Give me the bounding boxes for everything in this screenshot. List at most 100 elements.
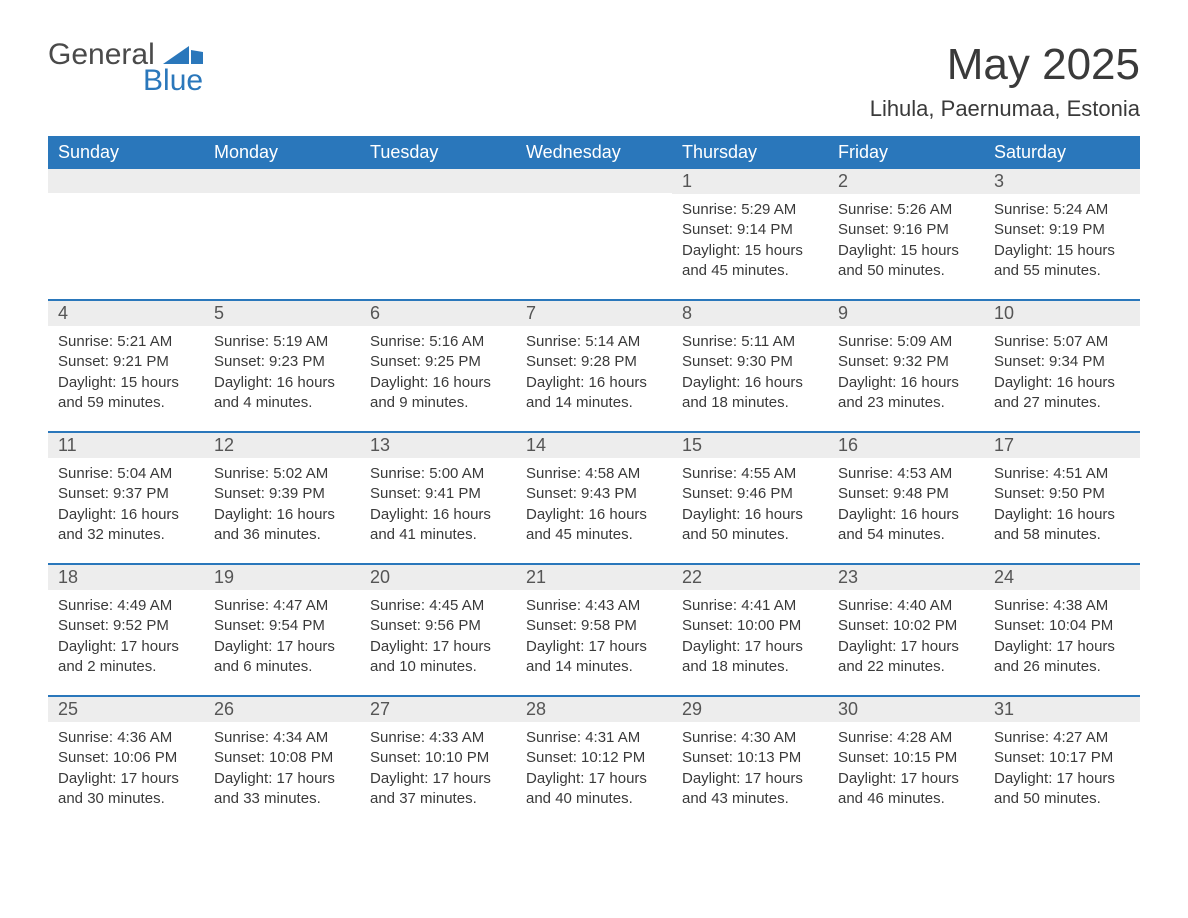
calendar-cell: 8Sunrise: 5:11 AMSunset: 9:30 PMDaylight…: [672, 301, 828, 431]
sunrise-text: Sunrise: 4:33 AM: [370, 728, 506, 748]
sunset-text: Sunset: 10:00 PM: [682, 616, 818, 636]
sunset-text: Sunset: 9:41 PM: [370, 484, 506, 504]
day-detail: Sunrise: 4:51 AMSunset: 9:50 PMDaylight:…: [994, 464, 1130, 545]
daylight-text: Daylight: 17 hours and 43 minutes.: [682, 769, 818, 810]
calendar-cell: 9Sunrise: 5:09 AMSunset: 9:32 PMDaylight…: [828, 301, 984, 431]
daylight-text: Daylight: 17 hours and 33 minutes.: [214, 769, 350, 810]
logo: General Blue: [48, 40, 203, 96]
calendar-cell: 7Sunrise: 5:14 AMSunset: 9:28 PMDaylight…: [516, 301, 672, 431]
day-detail: Sunrise: 4:55 AMSunset: 9:46 PMDaylight:…: [682, 464, 818, 545]
day-header-row: Sunday Monday Tuesday Wednesday Thursday…: [48, 136, 1140, 169]
day-header: Tuesday: [360, 136, 516, 169]
day-number: 25: [48, 697, 204, 722]
weeks-container: 1Sunrise: 5:29 AMSunset: 9:14 PMDaylight…: [48, 169, 1140, 827]
sunrise-text: Sunrise: 4:40 AM: [838, 596, 974, 616]
day-detail: Sunrise: 4:45 AMSunset: 9:56 PMDaylight:…: [370, 596, 506, 677]
sunset-text: Sunset: 9:30 PM: [682, 352, 818, 372]
sunrise-text: Sunrise: 5:04 AM: [58, 464, 194, 484]
sunset-text: Sunset: 9:46 PM: [682, 484, 818, 504]
calendar-cell: 6Sunrise: 5:16 AMSunset: 9:25 PMDaylight…: [360, 301, 516, 431]
day-detail: Sunrise: 5:19 AMSunset: 9:23 PMDaylight:…: [214, 332, 350, 413]
title-block: May 2025 Lihula, Paernumaa, Estonia: [870, 40, 1140, 122]
sunrise-text: Sunrise: 5:29 AM: [682, 200, 818, 220]
daylight-text: Daylight: 16 hours and 45 minutes.: [526, 505, 662, 546]
daylight-text: Daylight: 15 hours and 50 minutes.: [838, 241, 974, 282]
sunset-text: Sunset: 9:43 PM: [526, 484, 662, 504]
daylight-text: Daylight: 17 hours and 40 minutes.: [526, 769, 662, 810]
sunrise-text: Sunrise: 5:19 AM: [214, 332, 350, 352]
sunrise-text: Sunrise: 5:21 AM: [58, 332, 194, 352]
sunrise-text: Sunrise: 5:16 AM: [370, 332, 506, 352]
day-number: 10: [984, 301, 1140, 326]
day-detail: Sunrise: 4:38 AMSunset: 10:04 PMDaylight…: [994, 596, 1130, 677]
day-header: Wednesday: [516, 136, 672, 169]
sunrise-text: Sunrise: 4:51 AM: [994, 464, 1130, 484]
sunrise-text: Sunrise: 4:30 AM: [682, 728, 818, 748]
day-number: 9: [828, 301, 984, 326]
sunset-text: Sunset: 9:37 PM: [58, 484, 194, 504]
day-number: 30: [828, 697, 984, 722]
day-number: 11: [48, 433, 204, 458]
calendar-cell: [516, 169, 672, 299]
day-number: [516, 169, 672, 193]
sunset-text: Sunset: 10:17 PM: [994, 748, 1130, 768]
day-number: 15: [672, 433, 828, 458]
sunset-text: Sunset: 9:54 PM: [214, 616, 350, 636]
day-detail: Sunrise: 4:47 AMSunset: 9:54 PMDaylight:…: [214, 596, 350, 677]
sunrise-text: Sunrise: 5:02 AM: [214, 464, 350, 484]
day-detail: Sunrise: 4:28 AMSunset: 10:15 PMDaylight…: [838, 728, 974, 809]
day-detail: Sunrise: 5:14 AMSunset: 9:28 PMDaylight:…: [526, 332, 662, 413]
sunrise-text: Sunrise: 5:11 AM: [682, 332, 818, 352]
day-detail: Sunrise: 5:00 AMSunset: 9:41 PMDaylight:…: [370, 464, 506, 545]
day-detail: Sunrise: 4:36 AMSunset: 10:06 PMDaylight…: [58, 728, 194, 809]
daylight-text: Daylight: 17 hours and 18 minutes.: [682, 637, 818, 678]
sunrise-text: Sunrise: 4:38 AM: [994, 596, 1130, 616]
daylight-text: Daylight: 16 hours and 14 minutes.: [526, 373, 662, 414]
calendar-cell: [48, 169, 204, 299]
day-detail: Sunrise: 5:11 AMSunset: 9:30 PMDaylight:…: [682, 332, 818, 413]
sunrise-text: Sunrise: 4:31 AM: [526, 728, 662, 748]
day-detail: Sunrise: 5:24 AMSunset: 9:19 PMDaylight:…: [994, 200, 1130, 281]
day-number: 14: [516, 433, 672, 458]
sunset-text: Sunset: 10:10 PM: [370, 748, 506, 768]
calendar-cell: 21Sunrise: 4:43 AMSunset: 9:58 PMDayligh…: [516, 565, 672, 695]
sunset-text: Sunset: 10:06 PM: [58, 748, 194, 768]
day-detail: Sunrise: 5:07 AMSunset: 9:34 PMDaylight:…: [994, 332, 1130, 413]
day-number: 12: [204, 433, 360, 458]
day-number: 16: [828, 433, 984, 458]
day-detail: Sunrise: 4:58 AMSunset: 9:43 PMDaylight:…: [526, 464, 662, 545]
day-number: 26: [204, 697, 360, 722]
day-detail: Sunrise: 5:26 AMSunset: 9:16 PMDaylight:…: [838, 200, 974, 281]
day-detail: Sunrise: 4:49 AMSunset: 9:52 PMDaylight:…: [58, 596, 194, 677]
sunset-text: Sunset: 9:25 PM: [370, 352, 506, 372]
calendar-cell: 19Sunrise: 4:47 AMSunset: 9:54 PMDayligh…: [204, 565, 360, 695]
calendar-cell: [204, 169, 360, 299]
sunrise-text: Sunrise: 4:27 AM: [994, 728, 1130, 748]
sunrise-text: Sunrise: 4:58 AM: [526, 464, 662, 484]
day-number: [360, 169, 516, 193]
day-number: 18: [48, 565, 204, 590]
sunrise-text: Sunrise: 5:26 AM: [838, 200, 974, 220]
calendar-cell: 28Sunrise: 4:31 AMSunset: 10:12 PMDaylig…: [516, 697, 672, 827]
daylight-text: Daylight: 15 hours and 45 minutes.: [682, 241, 818, 282]
calendar-cell: 31Sunrise: 4:27 AMSunset: 10:17 PMDaylig…: [984, 697, 1140, 827]
daylight-text: Daylight: 16 hours and 9 minutes.: [370, 373, 506, 414]
day-number: 28: [516, 697, 672, 722]
week-row: 18 Sunrise: 4:49 AMSunset: 9:52 PMDayligh…: [48, 563, 1140, 695]
day-number: 4: [48, 301, 204, 326]
daylight-text: Daylight: 17 hours and 46 minutes.: [838, 769, 974, 810]
month-title: May 2025: [870, 40, 1140, 90]
calendar-cell: 30 Sunrise: 4:28 AMSunset: 10:15 PMDaylig…: [828, 697, 984, 827]
logo-general: General: [48, 38, 155, 71]
calendar-cell: 25 Sunrise: 4:36 AMSunset: 10:06 PMDaylig…: [48, 697, 204, 827]
sunrise-text: Sunrise: 4:43 AM: [526, 596, 662, 616]
sunset-text: Sunset: 9:58 PM: [526, 616, 662, 636]
day-number: 21: [516, 565, 672, 590]
day-header: Monday: [204, 136, 360, 169]
daylight-text: Daylight: 16 hours and 32 minutes.: [58, 505, 194, 546]
day-number: 17: [984, 433, 1140, 458]
sunset-text: Sunset: 10:02 PM: [838, 616, 974, 636]
sunrise-text: Sunrise: 4:47 AM: [214, 596, 350, 616]
day-detail: Sunrise: 4:41 AMSunset: 10:00 PMDaylight…: [682, 596, 818, 677]
day-header: Sunday: [48, 136, 204, 169]
